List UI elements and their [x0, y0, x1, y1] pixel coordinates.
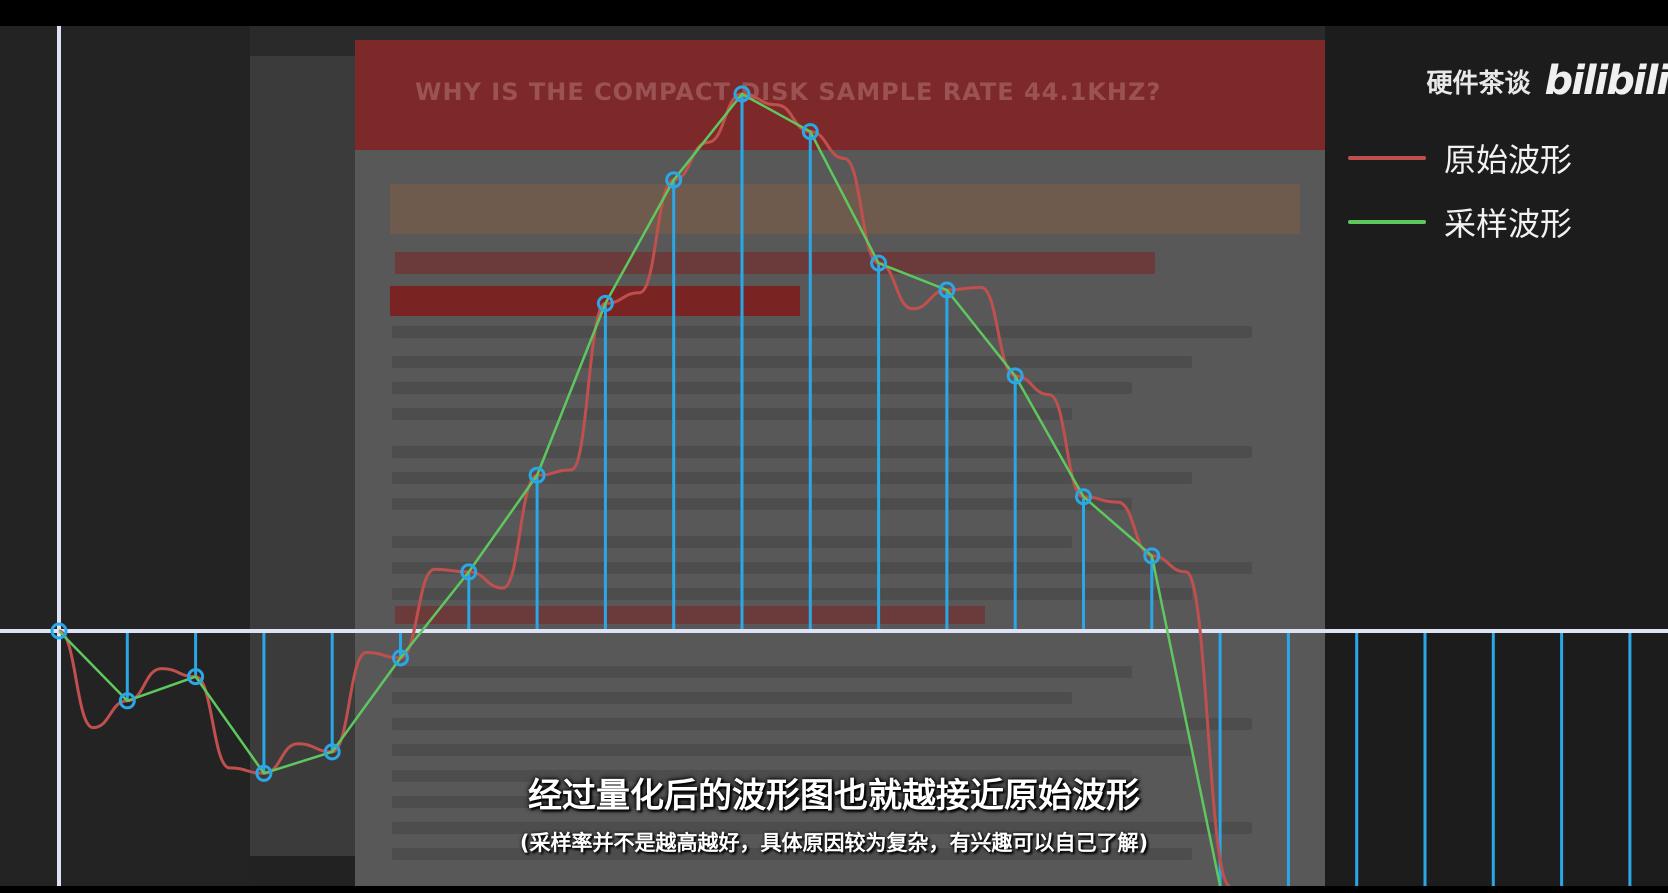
document-banner-title: WHY IS THE COMPACT DISK SAMPLE RATE 44.1…	[415, 78, 1162, 106]
subtitle-main-line: 经过量化后的波形图也就越接近原始波形	[528, 776, 1140, 816]
sample-marker	[733, 85, 751, 103]
document-highlight-block	[390, 184, 1300, 234]
sample-marker	[187, 668, 205, 686]
legend-label-original: 原始波形	[1444, 141, 1573, 179]
background-left-panel	[0, 26, 250, 886]
sample-lines	[125, 94, 1632, 886]
document-text-line	[392, 588, 1192, 600]
waveform-plot	[0, 26, 1668, 886]
document-text-line	[392, 744, 1192, 756]
subtitle-note-line: (采样率并不是越高越好，具体原因较为复杂，有兴趣可以自己了解)	[519, 831, 1149, 855]
bilibili-logo: bilibili	[1544, 58, 1668, 104]
legend-item-sampled: 采样波形	[1348, 196, 1572, 248]
channel-watermark: 硬件茶谈 bilibili	[1426, 56, 1668, 106]
document-text-line	[392, 562, 1252, 574]
sample-marker	[1075, 488, 1092, 506]
legend-label-sampled: 采样波形	[1444, 205, 1573, 243]
sample-marker	[938, 281, 956, 299]
document-text-line	[392, 718, 1252, 730]
video-background: WHY IS THE COMPACT DISK SAMPLE RATE 44.1…	[0, 26, 1668, 886]
background-doc-shadow	[250, 56, 370, 856]
background-right-panel	[1325, 26, 1668, 886]
document-subheading-block	[395, 606, 985, 624]
original-waveform-line	[58, 92, 1232, 886]
document-text-line	[392, 770, 1132, 782]
sample-marker	[392, 649, 409, 667]
sample-marker	[665, 171, 683, 189]
document-text-line	[392, 446, 1252, 458]
document-text-line	[392, 666, 1132, 678]
sample-marker	[870, 254, 888, 272]
document-text-line	[392, 472, 1192, 484]
legend-swatch-sampled	[1348, 220, 1426, 224]
sample-marker	[50, 622, 68, 640]
sample-marker	[1006, 367, 1024, 385]
sample-marker	[323, 743, 341, 761]
sample-marker	[1143, 547, 1161, 565]
document-heading-block	[395, 252, 1155, 274]
document-text-line	[392, 848, 1192, 860]
document-text-line	[392, 796, 1072, 808]
sample-marker	[528, 466, 546, 484]
background-document-banner	[355, 40, 1325, 150]
sample-marker	[118, 692, 136, 710]
legend: 原始波形 采样波形	[1348, 132, 1572, 260]
document-red-tag	[390, 286, 800, 316]
sampled-waveform-line	[58, 92, 1222, 886]
subtitle: 经过量化后的波形图也就越接近原始波形 (采样率并不是越高越好，具体原因较为复杂，…	[0, 768, 1668, 857]
sample-marker	[596, 294, 614, 312]
legend-swatch-original	[1348, 156, 1426, 160]
legend-item-original: 原始波形	[1348, 132, 1572, 184]
document-text-line	[392, 692, 1072, 704]
sample-marker	[255, 764, 273, 782]
document-text-line	[392, 822, 1252, 834]
sample-marker	[801, 123, 819, 141]
channel-name: 硬件茶谈	[1426, 68, 1531, 99]
document-text-line	[392, 326, 1252, 338]
sample-marker	[460, 563, 478, 581]
document-text-line	[392, 536, 1072, 548]
sample-markers	[50, 85, 1161, 782]
